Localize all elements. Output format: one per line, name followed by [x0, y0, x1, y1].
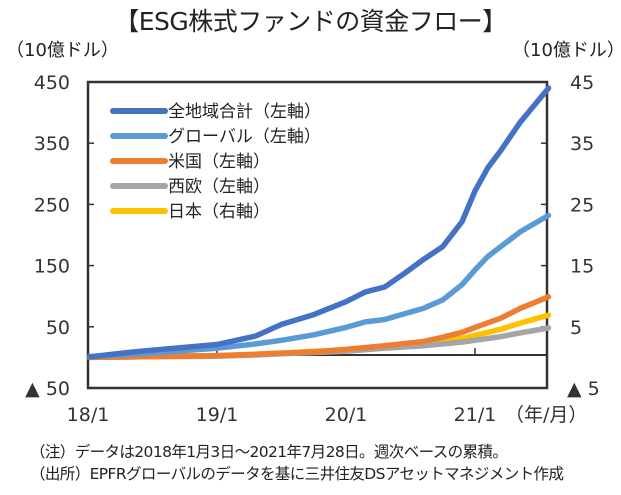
legend-label: 全地域合計（左軸） — [168, 102, 321, 122]
left-tick-label: 250 — [34, 194, 70, 216]
left-tick-label: 450 — [34, 72, 70, 94]
x-tick-label: 18/1 — [67, 404, 110, 426]
left-tick-label: 150 — [34, 256, 70, 278]
footnote: （注）データは2018年1月3日～2021年7月28日。週次ベースの累積。 — [30, 443, 508, 461]
right-tick-label: 5 — [570, 317, 582, 339]
left-tick-label: ▲ 50 — [25, 378, 70, 400]
legend-label: グローバル（左軸） — [168, 127, 321, 147]
left-tick-label: 350 — [34, 133, 70, 155]
x-axis-ticks: 18/1 19/1 20/1 21/1 — [67, 348, 497, 426]
series-line-global-total — [86, 85, 552, 360]
left-tick-label: 50 — [46, 317, 70, 339]
right-tick-label: 15 — [570, 256, 594, 278]
right-tick-label: 25 — [570, 194, 594, 216]
series-line-global — [86, 212, 552, 360]
x-tick-label: 19/1 — [196, 404, 239, 426]
source-note: （出所）EPFRグローバルのデータを基に三井住友DSアセットマネジメント作成 — [30, 465, 564, 483]
legend-label: 米国（左軸） — [168, 152, 270, 172]
chart-title: 【ESG株式ファンドの資金フロー】 — [114, 7, 507, 36]
right-axis-ticks: 45 35 25 15 5 ▲ 5 — [541, 72, 600, 400]
legend-label: 日本（右軸） — [168, 202, 270, 222]
right-tick-label: 45 — [570, 72, 594, 94]
right-axis-unit: （10億ドル） — [512, 40, 621, 61]
x-tick-label: 21/1 — [454, 404, 497, 426]
x-tick-label: 20/1 — [325, 404, 368, 426]
right-tick-label: ▲ 5 — [567, 378, 600, 400]
legend-label: 西欧（左軸） — [168, 177, 270, 197]
left-axis-ticks: 450 350 250 150 50 ▲ 50 — [25, 72, 94, 400]
plot-frame — [86, 80, 549, 390]
x-axis-unit: （年/月） — [505, 404, 587, 426]
legend: 全地域合計（左軸） グローバル（左軸） 米国（左軸） 西欧（左軸） 日本（右軸） — [110, 102, 321, 222]
series-line-us — [86, 294, 552, 361]
right-tick-label: 35 — [570, 133, 594, 155]
left-axis-unit: （10億ドル） — [6, 40, 119, 61]
series-lines — [86, 85, 552, 361]
